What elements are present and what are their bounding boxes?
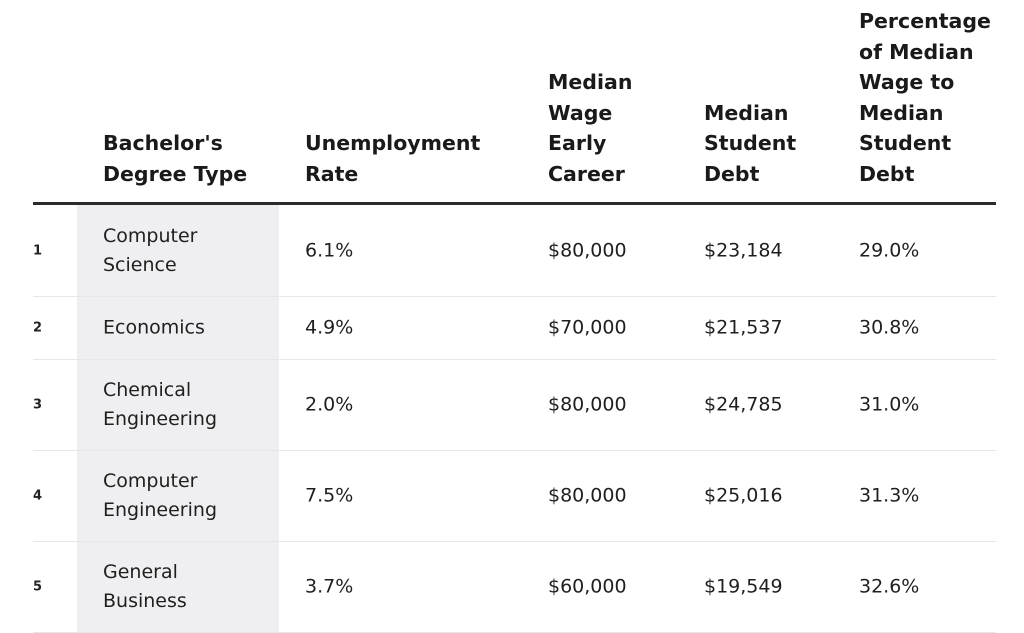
row-rank: 5 (33, 579, 43, 595)
debt-cell: $19,549 (704, 575, 783, 598)
header-median-wage[interactable]: Median Wage Early Career (548, 70, 633, 186)
header-percentage[interactable]: Percentage of Median Wage to Median Stud… (859, 9, 991, 186)
header-degree-type[interactable]: Bachelor's Degree Type (103, 131, 248, 186)
percentage-cell: 31.0% (859, 393, 920, 416)
wage-cell: $80,000 (548, 393, 627, 416)
table-row: 4 Computer Engineering 7.5% $80,000 $25,… (33, 451, 996, 542)
row-rank: 3 (33, 397, 43, 413)
degree-cell: Economics (103, 316, 205, 339)
header-divider (33, 202, 996, 205)
unemployment-cell: 2.0% (305, 393, 354, 416)
table-header: Bachelor's Degree Type Unemployment Rate… (33, 0, 996, 203)
debt-cell: $21,537 (704, 316, 783, 339)
table-row: 2 Economics 4.9% $70,000 $21,537 30.8% (33, 297, 996, 360)
degree-table: Bachelor's Degree Type Unemployment Rate… (33, 0, 996, 633)
debt-cell: $24,785 (704, 393, 783, 416)
row-rank: 4 (33, 488, 43, 504)
percentage-cell: 32.6% (859, 575, 920, 598)
wage-cell: $80,000 (548, 484, 627, 507)
unemployment-cell: 7.5% (305, 484, 354, 507)
percentage-cell: 30.8% (859, 316, 920, 339)
degree-cell: Computer Engineering (103, 470, 217, 521)
percentage-cell: 29.0% (859, 239, 920, 261)
wage-cell: $60,000 (548, 575, 627, 598)
degree-cell: General Business (103, 561, 187, 612)
table-row: 1 Computer Science 6.1% $80,000 $23,184 … (33, 205, 996, 297)
degree-cell: Chemical Engineering (103, 379, 217, 430)
table-row: 3 Chemical Engineering 2.0% $80,000 $24,… (33, 360, 996, 451)
wage-cell: $80,000 (548, 239, 627, 261)
row-rank: 1 (33, 243, 43, 258)
header-median-debt[interactable]: Median Student Debt (704, 100, 797, 186)
wage-cell: $70,000 (548, 316, 627, 339)
debt-cell: $25,016 (704, 484, 783, 507)
unemployment-cell: 3.7% (305, 575, 354, 598)
header-unemployment-rate[interactable]: Unemployment Rate (305, 131, 481, 186)
unemployment-cell: 6.1% (305, 239, 354, 261)
row-rank: 2 (33, 320, 43, 336)
unemployment-cell: 4.9% (305, 316, 354, 339)
degree-cell: Computer Science (103, 224, 198, 276)
degree-column-highlight (77, 205, 279, 633)
percentage-cell: 31.3% (859, 484, 920, 507)
debt-cell: $23,184 (704, 239, 783, 261)
table-row: 5 General Business 3.7% $60,000 $19,549 … (33, 542, 996, 633)
